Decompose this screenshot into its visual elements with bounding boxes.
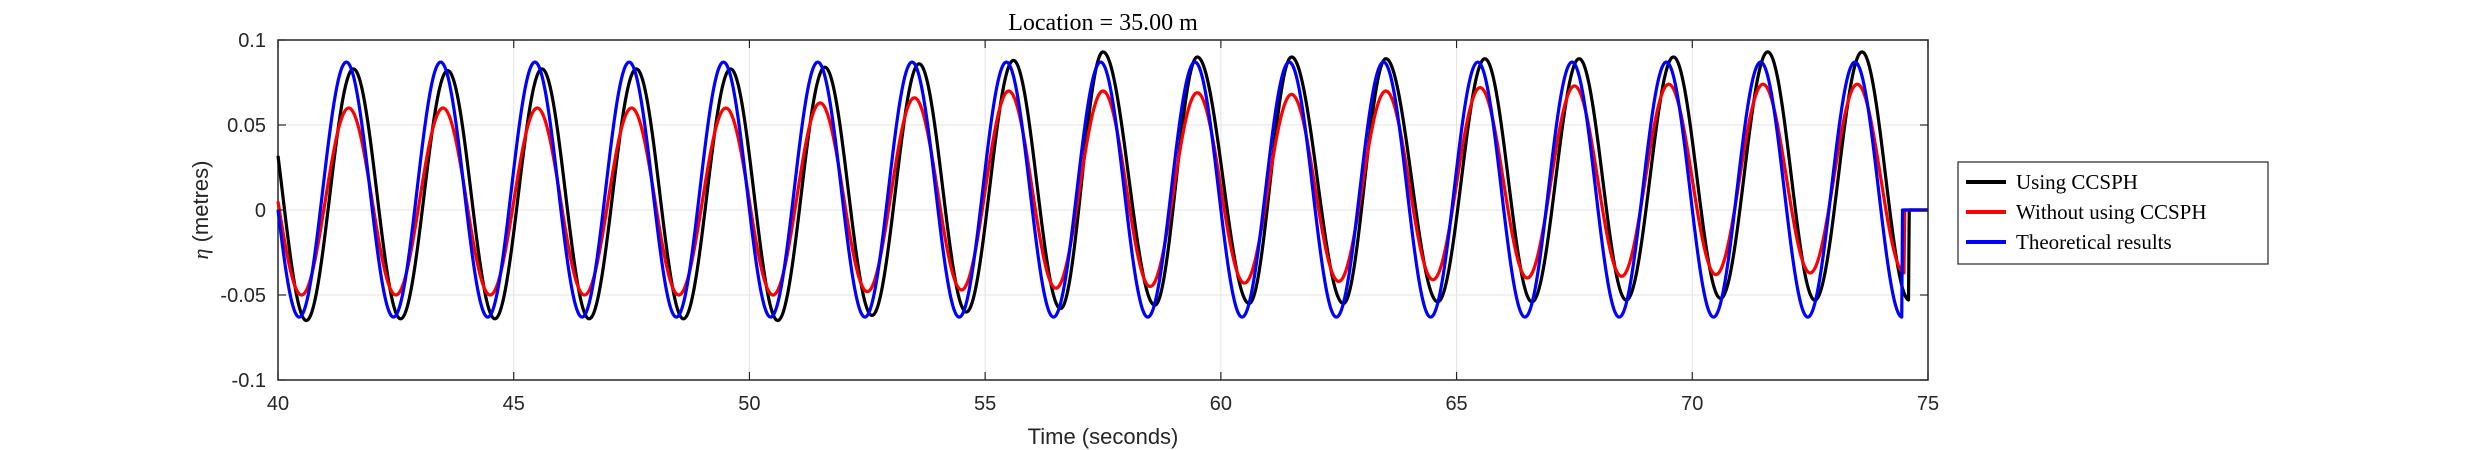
x-tick-label: 70: [1681, 393, 1703, 415]
y-axis-unit: (metres): [188, 161, 213, 249]
chart-title: Location = 35.00 m: [1008, 10, 1198, 36]
x-axis-label: Time (seconds): [1028, 424, 1179, 449]
x-tick-label: 60: [1210, 393, 1232, 415]
legend-box: [1957, 161, 2269, 265]
series-line-using-ccsph: [276, 50, 1929, 323]
x-tick-label: 75: [1917, 393, 1939, 415]
y-tick-label: -0.1: [232, 370, 266, 392]
y-axis-symbol: η: [188, 249, 213, 260]
x-tick-label: 45: [503, 393, 525, 415]
y-tick-label: 0.05: [227, 115, 266, 137]
y-tick-label: 0: [255, 200, 266, 222]
y-tick-label: -0.05: [220, 285, 266, 307]
x-tick-label: 65: [1445, 393, 1467, 415]
tick-labels: 40 45 50 55 60 65 70 75 -0.1 -0.05 0 0.05 0.1: [220, 30, 1939, 415]
x-tick-label: 40: [267, 393, 289, 415]
legend-entry-label: Without using CCSPH: [2016, 200, 2207, 224]
series-lines: [276, 50, 1929, 323]
x-tick-label: 50: [738, 393, 760, 415]
y-axis-label: η (metres): [188, 161, 213, 260]
legend-entry-label: Theoretical results: [2016, 230, 2172, 254]
y-tick-label: 0.1: [238, 30, 266, 52]
legend-entry-label: Using CCSPH: [2016, 170, 2138, 194]
x-tick-label: 55: [974, 393, 996, 415]
legend: Using CCSPH Without using CCSPH Theoretica…: [1957, 161, 2269, 265]
axis-ticks: [277, 39, 1929, 381]
series-line-theoretical-results: [276, 60, 1929, 319]
